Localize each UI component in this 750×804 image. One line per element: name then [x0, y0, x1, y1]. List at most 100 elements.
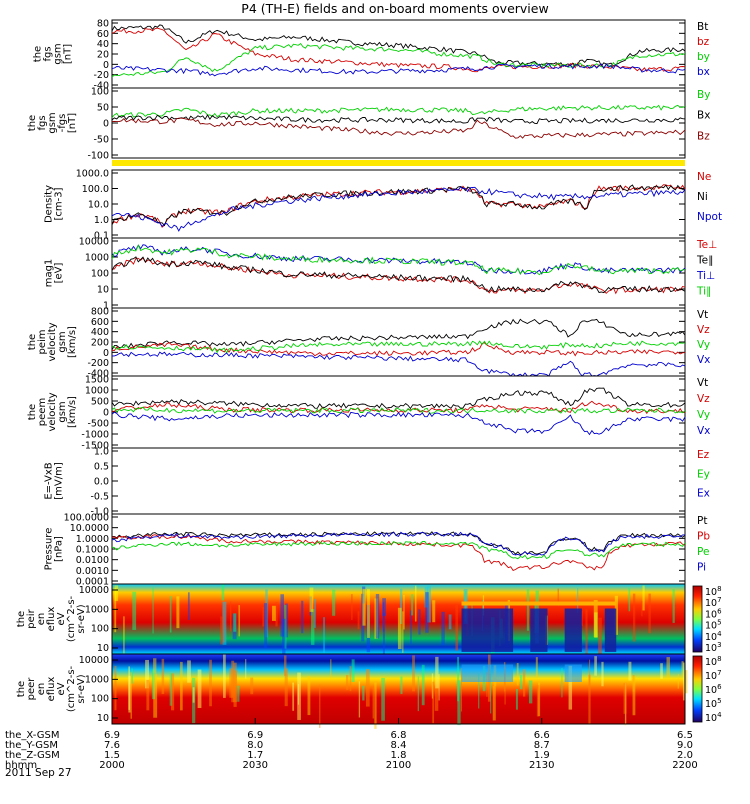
heatmap-streak	[666, 657, 670, 678]
heatmap-streak	[397, 607, 402, 650]
heatmap-streak	[209, 659, 212, 707]
y-tick-label: 1000	[85, 674, 109, 685]
heatmap-streak	[642, 585, 645, 611]
y-tick-label: 1000.0	[76, 169, 109, 180]
ephemeris-value: 1.7	[247, 750, 263, 761]
heatmap-streak	[677, 674, 679, 689]
heatmap-streak	[623, 682, 627, 714]
y-tick-label: 40	[97, 39, 109, 50]
legend-label: bz	[697, 36, 710, 48]
y-tick-label: 50	[97, 103, 109, 114]
y-axis-label: [eV]	[54, 263, 65, 284]
y-tick-label: 200	[91, 338, 109, 349]
heatmap-streak	[187, 592, 190, 620]
heatmap-streak	[323, 617, 325, 663]
colorbar-label-exponent: 6	[717, 607, 722, 615]
y-tick-label: -200	[87, 358, 109, 369]
colorbar-label-exponent: 5	[717, 697, 721, 705]
heatmap-streak	[414, 585, 417, 622]
heatmap-streak	[362, 685, 365, 701]
ephemeris-label: hhmm	[5, 760, 37, 771]
y-tick-label: 0	[103, 119, 109, 130]
legend-label: Pt	[697, 515, 707, 527]
heatmap-streak	[684, 670, 688, 694]
colorbar-label-exponent: 7	[717, 669, 721, 677]
series-line-Ti∥	[111, 244, 686, 276]
y-axis-label: the	[27, 115, 38, 131]
heatmap-streak	[362, 589, 366, 626]
y-tick-label: 10000	[79, 237, 109, 248]
ephemeris-value: 9.0	[677, 740, 693, 751]
y-tick-label: 10	[97, 713, 109, 724]
heatmap-streak	[457, 680, 461, 726]
y-tick-label: 0.1	[94, 231, 109, 242]
heatmap-streak	[438, 674, 440, 701]
colorbar-label: 103	[705, 641, 722, 654]
heatmap-streak	[330, 659, 332, 679]
heatmap-streak	[411, 594, 414, 616]
y-axis-label: [nT]	[67, 113, 78, 133]
y-tick-label: 0.5	[94, 462, 109, 473]
legend-label: Vz	[697, 324, 710, 336]
y-axis-label: (cm^2-s-	[66, 595, 77, 642]
series-line-Te∥	[111, 256, 686, 294]
legend-label: Bz	[697, 130, 710, 142]
y-tick-label: 0	[103, 60, 109, 71]
y-tick-label: 1500	[85, 375, 109, 386]
heatmap-streak	[171, 673, 175, 711]
y-tick-label: 0	[103, 408, 109, 419]
heatmap-streak	[192, 687, 195, 703]
ephemeris-value: 6.6	[534, 730, 550, 741]
heatmap-streak	[132, 591, 137, 630]
heatmap-streak	[418, 609, 421, 635]
colorbar-label-exponent: 7	[717, 596, 721, 604]
series-line-Vt	[111, 318, 686, 351]
colorbar-label: 105	[705, 697, 722, 710]
series-line-Bx	[111, 114, 686, 125]
y-axis-label: [mV/m]	[54, 462, 65, 500]
y-tick-label: 100	[91, 694, 109, 705]
colorbar-scale	[692, 585, 703, 653]
heatmap-streak	[588, 674, 591, 724]
y-tick-label: 0.0	[94, 477, 109, 488]
ephemeris-label: the_X-GSM	[5, 730, 59, 741]
heatmap-band	[461, 601, 617, 606]
y-tick-label: 0.0100	[76, 555, 109, 566]
colorbar-label-exponent: 8	[717, 585, 721, 593]
legend-label: bx	[697, 66, 710, 78]
heatmap-streak	[432, 600, 436, 623]
y-tick-label: -40	[93, 81, 109, 92]
heatmap-streak	[681, 661, 684, 677]
ephemeris-value: 2200	[672, 760, 697, 771]
panel-fgs-gsm: 100 50 0 -50 -100 By Bx Bz the fgs gsm -fgs [nT]	[27, 87, 710, 162]
heatmap-streak	[660, 663, 663, 679]
heatmap-streak	[307, 676, 311, 716]
heatmap-streak	[114, 585, 119, 601]
colorbar-scale	[692, 655, 703, 723]
legend-label: Ti∥	[696, 286, 711, 298]
legend-label: Vt	[697, 377, 708, 389]
y-axis-label: the	[27, 404, 38, 420]
heatmap-streak	[161, 658, 165, 695]
y-tick-label: 1000	[85, 604, 109, 615]
series-line-Vx	[111, 351, 686, 377]
ephemeris-label: the_Y-GSM	[5, 740, 58, 751]
y-axis-label: peer	[26, 677, 37, 701]
heatmap-streak	[382, 612, 385, 655]
y-axis-label: the	[16, 681, 27, 697]
heatmap-streak	[557, 588, 559, 607]
heatmap-streak	[434, 687, 439, 711]
heatmap-streak	[131, 668, 133, 684]
heatmap-streak	[123, 616, 125, 657]
heatmap-streak	[314, 598, 316, 628]
y-axis-label: sr-eV)	[76, 674, 87, 703]
yellow-status-bar	[112, 160, 685, 166]
y-axis-label: [cm-3]	[54, 187, 65, 220]
y-tick-label: 100	[91, 269, 109, 280]
legend-label: Vx	[697, 425, 710, 437]
heatmap-streak	[272, 605, 276, 621]
heatmap-streak	[169, 596, 172, 633]
legend-label: Ne	[697, 171, 711, 183]
